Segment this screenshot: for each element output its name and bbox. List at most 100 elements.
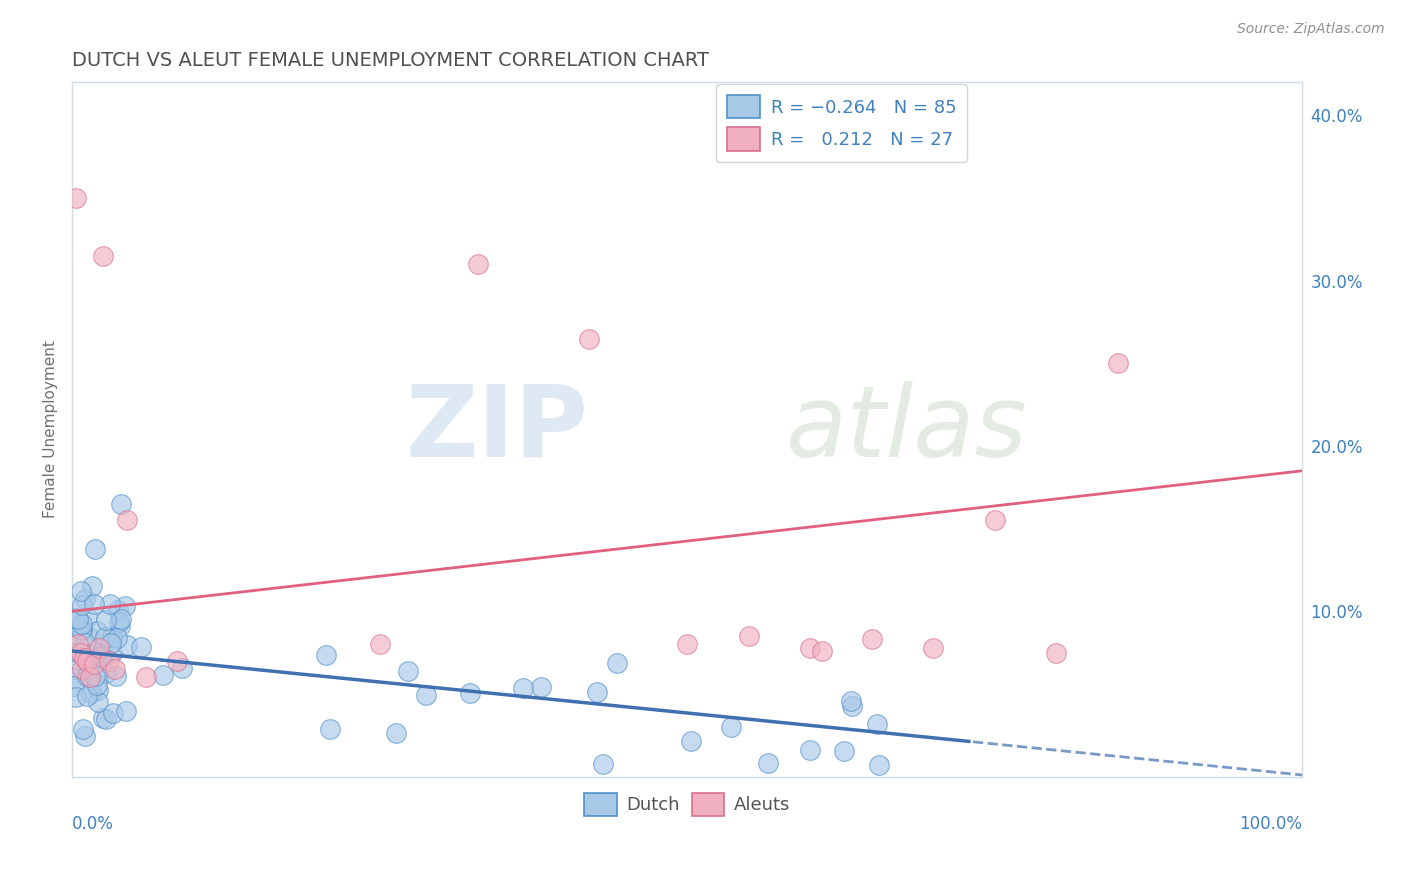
Text: ZIP: ZIP — [406, 381, 589, 478]
Point — [93, 650, 115, 665]
Point — [799, 743, 821, 757]
Point — [676, 637, 699, 651]
Point — [799, 640, 821, 655]
Point — [415, 689, 437, 703]
Point — [70, 623, 93, 637]
Point — [368, 637, 391, 651]
Point — [681, 734, 703, 748]
Point — [578, 332, 600, 346]
Point — [73, 651, 96, 665]
Point — [129, 640, 152, 654]
Point — [79, 686, 101, 700]
Point — [110, 612, 132, 626]
Point — [73, 650, 96, 665]
Point — [72, 723, 94, 737]
Point — [73, 729, 96, 743]
Point — [458, 686, 481, 700]
Point — [94, 666, 117, 681]
Point — [737, 629, 759, 643]
Point — [63, 663, 86, 677]
Y-axis label: Female Unemployment: Female Unemployment — [44, 341, 58, 518]
Point — [75, 592, 97, 607]
Legend: Dutch, Aleuts: Dutch, Aleuts — [576, 786, 797, 823]
Point — [811, 644, 834, 658]
Point — [115, 638, 138, 652]
Point — [758, 756, 780, 771]
Point — [70, 617, 93, 632]
Point — [94, 712, 117, 726]
Point — [105, 631, 128, 645]
Point — [63, 671, 86, 685]
Point — [77, 667, 100, 681]
Point — [166, 654, 188, 668]
Point — [79, 652, 101, 666]
Point — [868, 758, 890, 772]
Point — [91, 711, 114, 725]
Point — [94, 630, 117, 644]
Point — [86, 624, 108, 638]
Point — [467, 257, 489, 271]
Point — [76, 610, 98, 624]
Point — [70, 662, 93, 676]
Text: 0.0%: 0.0% — [72, 814, 114, 833]
Point — [585, 685, 607, 699]
Point — [97, 654, 120, 668]
Point — [67, 612, 90, 626]
Point — [114, 704, 136, 718]
Point — [512, 681, 534, 695]
Point — [860, 632, 883, 647]
Point — [86, 646, 108, 660]
Point — [319, 723, 342, 737]
Point — [70, 599, 93, 613]
Point — [107, 615, 129, 629]
Point — [104, 669, 127, 683]
Point — [530, 680, 553, 694]
Point — [62, 679, 84, 693]
Text: 100.0%: 100.0% — [1239, 814, 1302, 833]
Point — [865, 717, 887, 731]
Point — [90, 649, 112, 664]
Point — [108, 619, 131, 633]
Point — [592, 757, 614, 772]
Point — [839, 694, 862, 708]
Point — [135, 670, 157, 684]
Point — [77, 663, 100, 677]
Point — [77, 630, 100, 644]
Point — [63, 611, 86, 625]
Point — [84, 542, 107, 557]
Point — [983, 513, 1005, 527]
Point — [103, 706, 125, 720]
Point — [152, 668, 174, 682]
Point — [69, 646, 91, 660]
Point — [720, 720, 742, 734]
Point — [76, 647, 98, 661]
Point — [76, 654, 98, 668]
Point — [63, 645, 86, 659]
Point — [91, 249, 114, 263]
Point — [77, 654, 100, 668]
Point — [87, 695, 110, 709]
Point — [84, 668, 107, 682]
Point — [94, 614, 117, 628]
Point — [75, 636, 97, 650]
Point — [1107, 356, 1129, 370]
Point — [76, 669, 98, 683]
Point — [101, 646, 124, 660]
Point — [841, 699, 863, 714]
Point — [65, 191, 87, 205]
Point — [87, 640, 110, 655]
Text: Source: ZipAtlas.com: Source: ZipAtlas.com — [1237, 22, 1385, 37]
Point — [91, 645, 114, 659]
Text: atlas: atlas — [786, 381, 1026, 478]
Point — [67, 637, 90, 651]
Point — [63, 631, 86, 645]
Point — [117, 513, 139, 527]
Point — [922, 640, 945, 655]
Point — [66, 645, 89, 659]
Point — [385, 725, 408, 739]
Point — [104, 662, 127, 676]
Point — [100, 636, 122, 650]
Point — [315, 648, 337, 662]
Point — [79, 670, 101, 684]
Point — [76, 689, 98, 703]
